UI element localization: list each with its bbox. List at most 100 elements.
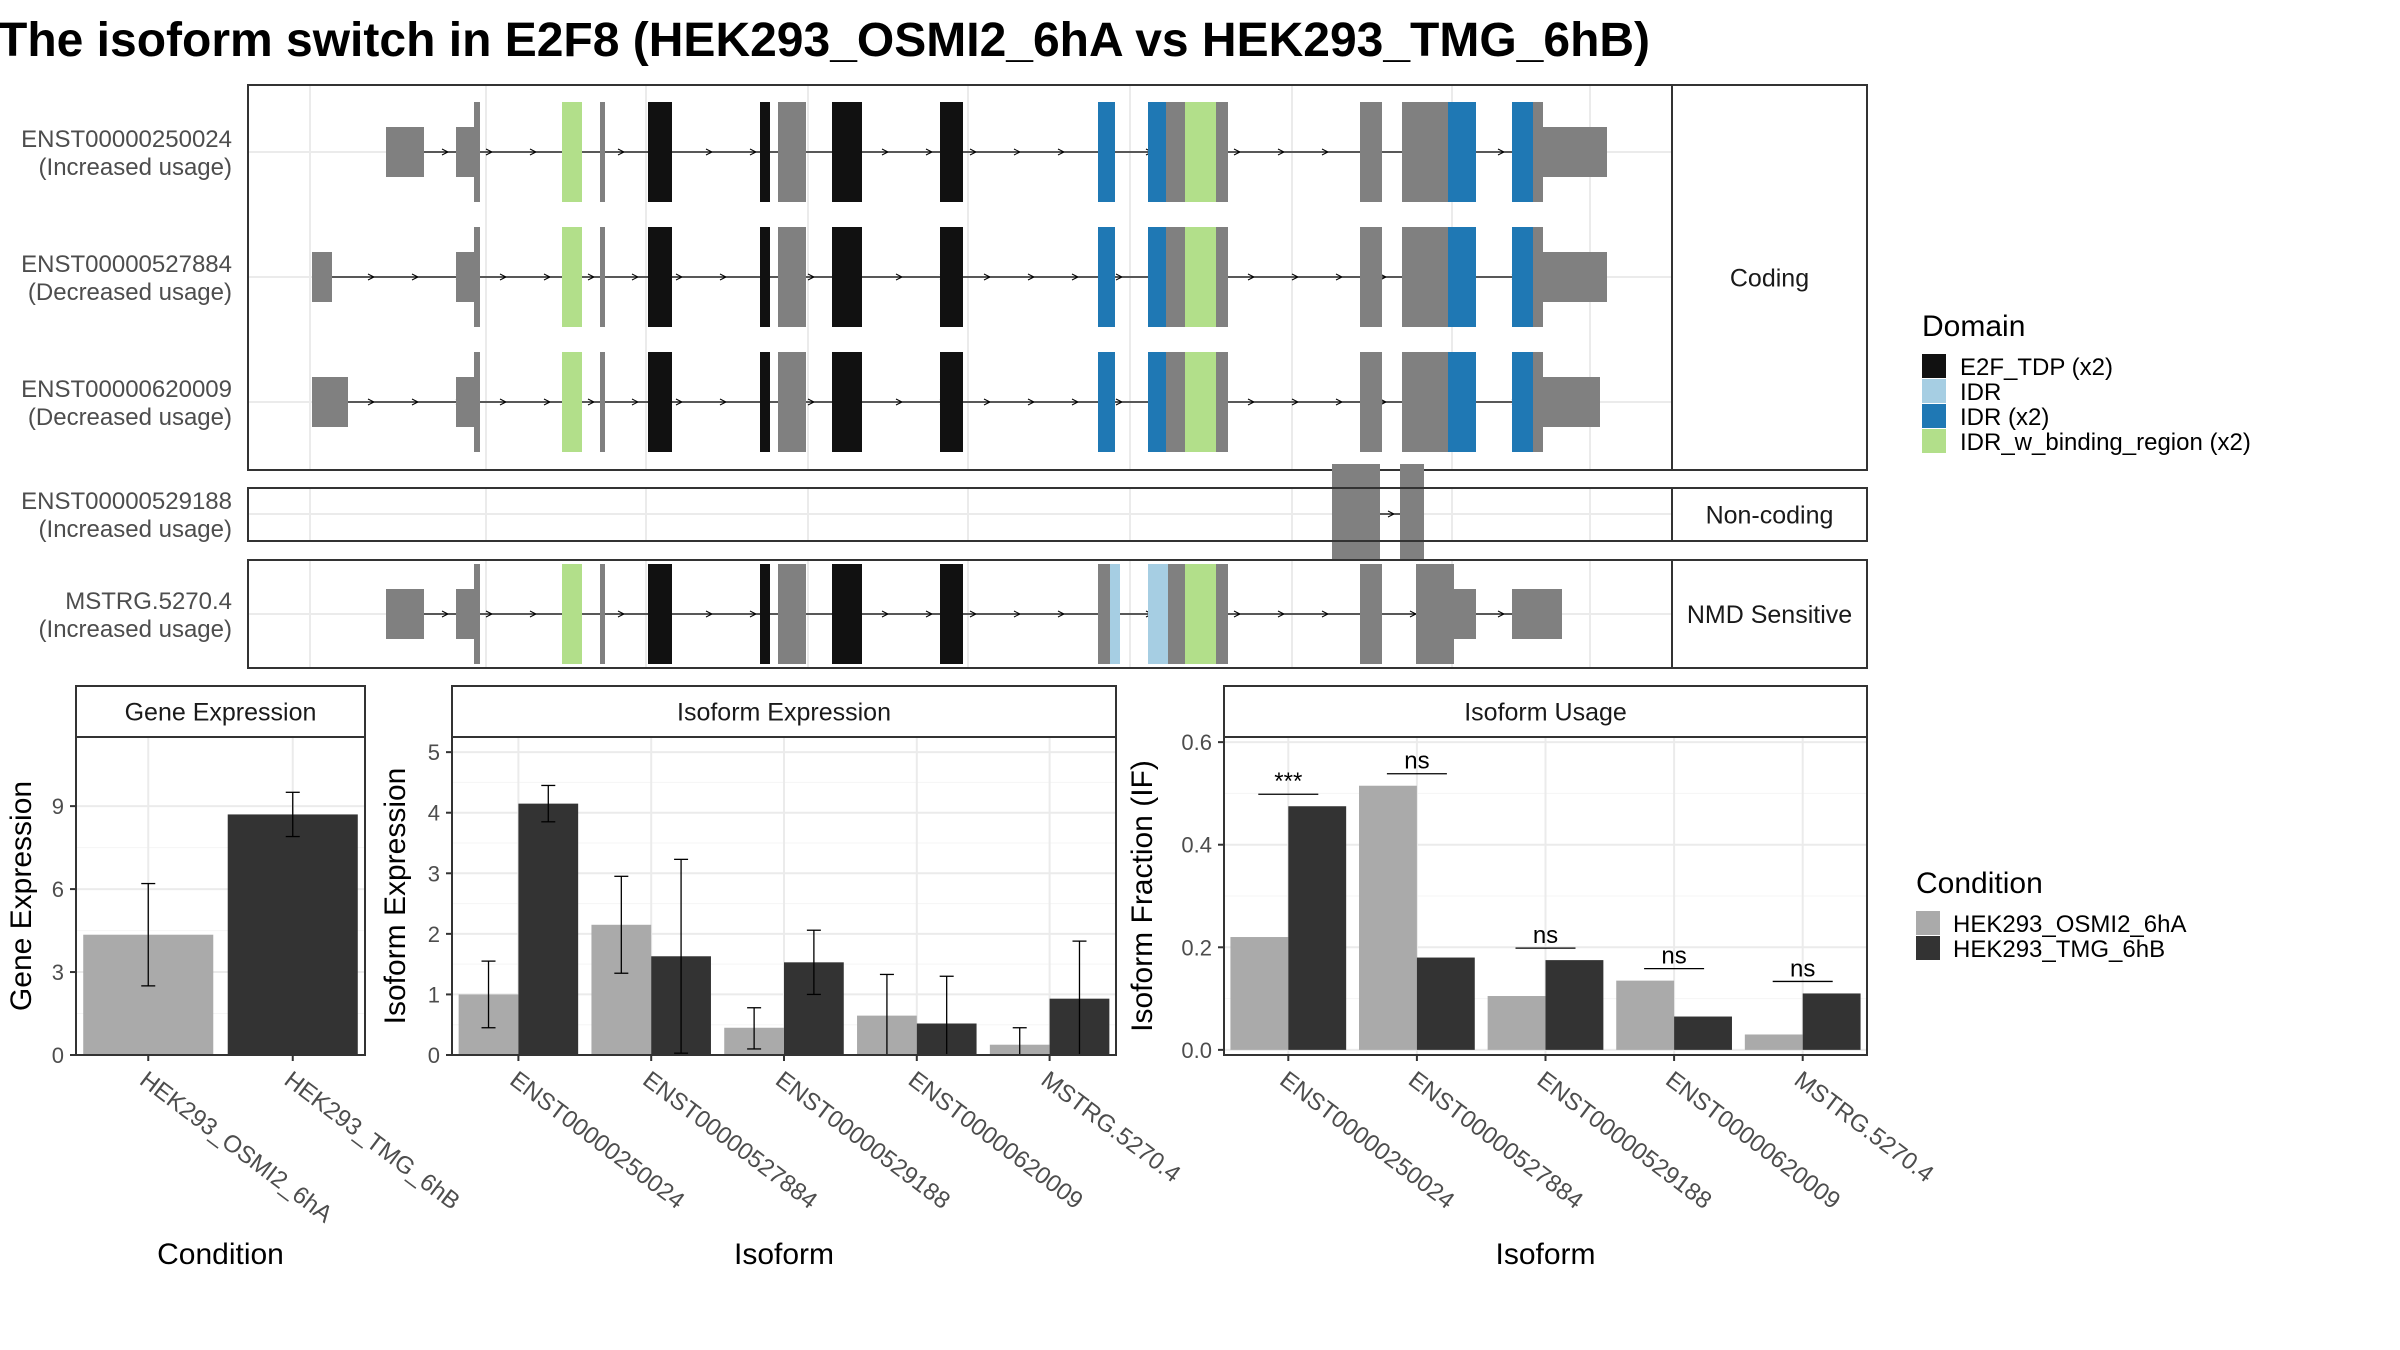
facet-strip-label: Non-coding [1706, 502, 1834, 530]
intron-arrow [367, 398, 376, 406]
intron-arrow [441, 610, 450, 618]
intron-arrow [749, 610, 758, 618]
domain-segment [840, 352, 862, 452]
domain-segment [1512, 589, 1562, 639]
intron-arrow [705, 148, 714, 156]
structure-facet-non-coding: ENST00000529188(Increased usage) Non-codi… [21, 464, 1868, 564]
domain-segment [1216, 227, 1228, 327]
domain-segment [840, 564, 862, 664]
domain-segment [312, 377, 348, 427]
bar [1230, 937, 1289, 1050]
gene-expression-panel: Gene Expression0369HEK293_OSMI2_6hAHEK29… [5, 685, 465, 1271]
x-axis-title: Condition [157, 1238, 284, 1271]
panel-title: Isoform Usage [1464, 699, 1627, 727]
panel-title: Isoform Expression [677, 699, 891, 727]
isoform-structure-plot: ENST00000250024(Increased usage)ENST0000… [21, 84, 1868, 669]
intron-arrow [411, 273, 420, 281]
domain-segment [1166, 102, 1185, 202]
transcript-label: ENST00000529188 [21, 488, 232, 515]
intron-arrow [587, 398, 596, 406]
intron-arrow [1057, 610, 1066, 618]
domain-segment [1166, 352, 1185, 452]
domain-segment [1216, 102, 1228, 202]
domain-segment [474, 352, 480, 452]
domain-segment [456, 377, 474, 427]
panel-title: Gene Expression [125, 699, 317, 727]
domain-segment [840, 102, 862, 202]
intron-arrow [895, 273, 904, 281]
domain-segment [1098, 564, 1110, 664]
intron-arrow [617, 610, 626, 618]
facet-strip [1671, 84, 1868, 471]
intron-arrow [675, 273, 684, 281]
domain-segment [474, 227, 480, 327]
domain-segment [1148, 564, 1168, 664]
domain-segment [1185, 352, 1216, 452]
domain-segment [600, 227, 605, 327]
domain-segment [832, 564, 840, 664]
significance-label: ns [1533, 922, 1558, 949]
structure-facet-coding: ENST00000250024(Increased usage) ENST0000… [21, 84, 1868, 471]
intron-arrow [529, 148, 538, 156]
domain-segment [1332, 464, 1380, 564]
domain-segment [1110, 564, 1120, 664]
exon-block [1543, 377, 1600, 427]
significance-label: ns [1404, 748, 1429, 775]
intron-arrow [1013, 148, 1022, 156]
exon-block [1543, 252, 1607, 302]
domain-segment [778, 102, 806, 202]
domain-segment [1360, 352, 1382, 452]
bar [1744, 1034, 1803, 1050]
legend-key [1916, 936, 1940, 960]
intron-arrow [1247, 398, 1256, 406]
domain-segment [648, 102, 672, 202]
domain-segment [456, 589, 474, 639]
intron-arrow [543, 273, 552, 281]
domain-segment [1148, 102, 1166, 202]
intron-arrow [1291, 398, 1300, 406]
domain-segment [832, 352, 840, 452]
intron-arrow [441, 148, 450, 156]
domain-segment [562, 102, 582, 202]
domain-segment [648, 227, 672, 327]
y-tick-label: 0.6 [1181, 730, 1212, 755]
intron-arrow [705, 610, 714, 618]
domain-segment [1360, 564, 1382, 664]
legend-key [1922, 404, 1946, 428]
domain-segment [1360, 102, 1382, 202]
intron-arrow [1497, 610, 1506, 618]
intron-arrow [807, 273, 816, 281]
intron-arrow [1027, 398, 1036, 406]
intron-arrow [1291, 273, 1300, 281]
isoform-expression-panel: Isoform Expression012345ENST00000250024E… [379, 685, 1185, 1271]
intron-arrow [1277, 610, 1286, 618]
intron-arrow [499, 273, 508, 281]
domain-segment [600, 102, 605, 202]
intron-arrow [1247, 273, 1256, 281]
intron-arrow [1115, 273, 1124, 281]
y-tick-label: 1 [428, 982, 440, 1007]
legend-title: Domain [1922, 310, 2025, 343]
facet-strip [1671, 559, 1868, 669]
intron-arrow [367, 273, 376, 281]
intron-arrow [925, 610, 934, 618]
domain-segment [386, 127, 424, 177]
exon-block [1454, 589, 1476, 639]
domain-segment [648, 564, 672, 664]
bar [1674, 1016, 1732, 1050]
intron-arrow [1277, 148, 1286, 156]
domain-segment [1400, 464, 1424, 564]
intron-arrow [1497, 148, 1506, 156]
panel-strip [451, 685, 1117, 738]
intron-arrow [749, 148, 758, 156]
legend-label: IDR [1960, 379, 2001, 406]
bar [1416, 957, 1475, 1050]
intron-arrow [1233, 148, 1242, 156]
domain-segment [1448, 352, 1476, 452]
bar [1359, 785, 1417, 1050]
intron-arrow [1321, 610, 1330, 618]
domain-segment [1402, 352, 1448, 452]
domain-segment [778, 352, 806, 452]
domain-segment [1533, 227, 1543, 327]
